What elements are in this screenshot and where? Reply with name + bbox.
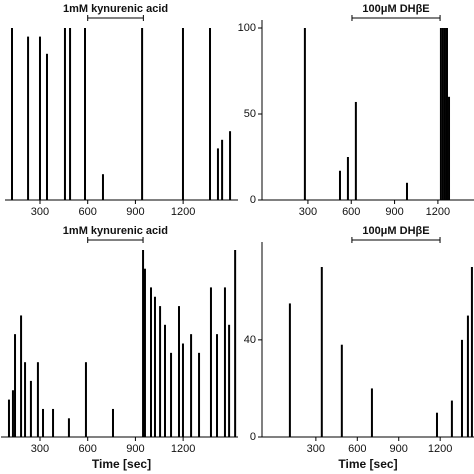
y-tick-label: 0: [250, 194, 256, 206]
spike: [45, 53, 48, 200]
spike: [223, 287, 226, 437]
spike: [141, 28, 144, 200]
spike: [14, 334, 17, 437]
x-tick-label: 900: [126, 443, 144, 455]
spike: [346, 157, 349, 200]
spike: [111, 408, 114, 437]
x-tick-label: 1200: [171, 206, 195, 218]
x-tick-label: 600: [79, 443, 97, 455]
x-tick-label: 600: [348, 443, 366, 455]
spike: [209, 28, 212, 200]
spike: [198, 352, 201, 437]
x-axis-label: Time [sec]: [92, 457, 151, 471]
spike: [69, 28, 72, 200]
spike: [320, 267, 323, 437]
x-axis-label: Time [sec]: [338, 457, 397, 471]
spike: [84, 362, 87, 437]
y-tick-label: 0: [250, 431, 256, 443]
spike: [38, 36, 41, 200]
spike: [101, 174, 104, 200]
spike: [448, 96, 451, 200]
spike: [83, 28, 86, 200]
spike: [354, 101, 357, 200]
spike: [216, 334, 219, 437]
spike: [150, 287, 153, 437]
spike: [10, 28, 13, 200]
spike: [29, 380, 32, 437]
spike: [221, 139, 224, 200]
annotation: 1mM kynurenic acid: [63, 225, 168, 237]
spike: [159, 306, 162, 437]
spike: [190, 334, 193, 437]
spike: [228, 324, 231, 437]
x-tick-label: 300: [299, 206, 317, 218]
spike: [153, 296, 156, 437]
annotation: 100μM DHβE: [362, 3, 429, 15]
spike: [170, 352, 173, 437]
spike: [36, 362, 39, 437]
y-tick-label: 100: [238, 22, 256, 34]
spike: [405, 182, 408, 200]
x-tick-label: 900: [390, 443, 408, 455]
spike: [445, 28, 448, 200]
spike: [7, 399, 10, 437]
annotation: 100μM DHβE: [362, 225, 429, 237]
spike: [441, 28, 444, 200]
x-tick-label: 900: [385, 206, 403, 218]
spike: [450, 400, 453, 437]
spike: [42, 408, 45, 437]
x-tick-label: 1200: [428, 443, 452, 455]
x-tick-label: 1200: [426, 206, 450, 218]
y-tick-label: 40: [244, 334, 256, 346]
spike: [443, 28, 446, 200]
spike: [163, 324, 166, 437]
x-tick-label: 300: [31, 206, 49, 218]
spike: [27, 36, 30, 200]
spike: [177, 306, 180, 437]
spike: [229, 131, 232, 200]
spike: [24, 362, 27, 437]
spike: [216, 148, 219, 200]
spike: [288, 303, 291, 437]
spike: [20, 315, 23, 437]
spike: [142, 250, 145, 437]
spike: [52, 408, 55, 437]
spike: [67, 418, 70, 437]
spike: [209, 287, 212, 437]
spike: [63, 28, 66, 200]
y-tick-label: 50: [244, 108, 256, 120]
spike: [338, 170, 341, 200]
spike: [439, 28, 442, 200]
spike: [303, 28, 306, 200]
spike: [466, 315, 469, 437]
spike: [181, 28, 184, 200]
x-tick-label: 300: [31, 443, 49, 455]
spike: [143, 268, 146, 437]
x-tick-label: 300: [307, 443, 325, 455]
spike: [435, 412, 438, 437]
spike: [340, 344, 343, 437]
spike: [460, 339, 463, 437]
spike: [11, 390, 14, 437]
x-tick-label: 1200: [171, 443, 195, 455]
spike: [470, 267, 473, 437]
x-tick-label: 900: [126, 206, 144, 218]
x-tick-label: 600: [79, 206, 97, 218]
x-tick-label: 600: [342, 206, 360, 218]
spike: [181, 343, 184, 437]
spike: [370, 388, 373, 437]
annotation: 1mM kynurenic acid: [63, 3, 168, 15]
spike: [234, 250, 237, 437]
